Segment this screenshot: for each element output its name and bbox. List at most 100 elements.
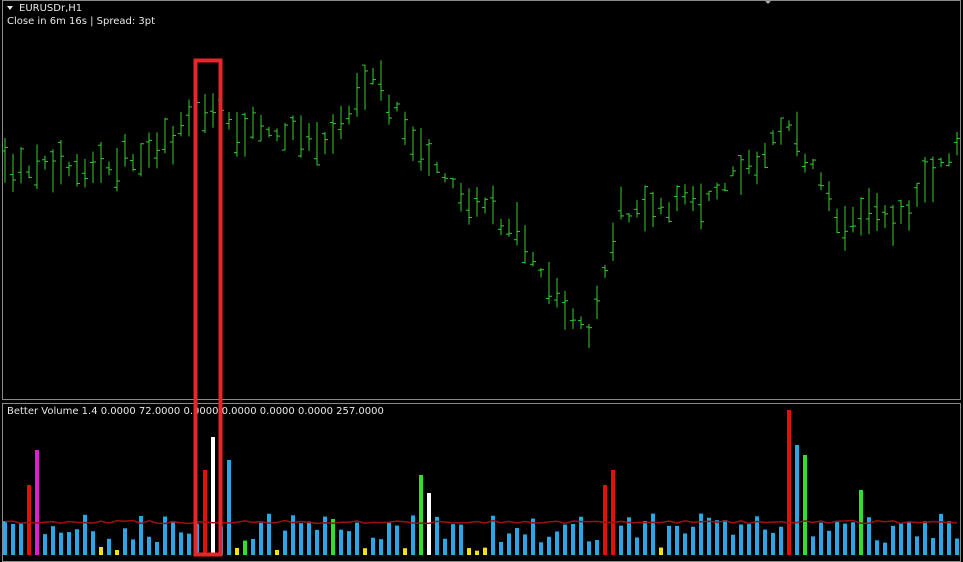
volume-bar	[563, 524, 567, 555]
volume-bar	[875, 540, 879, 555]
volume-bar	[211, 437, 215, 555]
volume-bar	[835, 520, 839, 555]
volume-bar	[691, 526, 695, 555]
volume-bar	[243, 540, 247, 555]
volume-bar	[147, 536, 151, 555]
volume-bar	[675, 525, 679, 555]
volume-bar	[203, 470, 207, 555]
volume-bar	[459, 524, 463, 555]
volume-bar	[403, 548, 407, 555]
volume-bar	[803, 455, 807, 555]
volume-bar	[723, 519, 727, 555]
volume-bar	[947, 521, 951, 555]
volume-bar	[787, 410, 791, 555]
volume-bar	[635, 537, 639, 555]
volume-bar	[467, 548, 471, 555]
volume-bar	[515, 528, 519, 555]
volume-bar	[363, 548, 367, 555]
volume-bar	[499, 542, 503, 555]
volume-bar	[483, 547, 487, 555]
volume-bar	[523, 534, 527, 555]
volume-bar	[531, 518, 535, 555]
volume-bar	[443, 538, 447, 555]
volume-bar	[131, 539, 135, 555]
volume-bar	[339, 529, 343, 555]
volume-bar	[811, 536, 815, 555]
volume-bar	[371, 537, 375, 555]
volume-bar	[331, 519, 335, 555]
volume-bar	[595, 540, 599, 555]
volume-bar	[907, 521, 911, 555]
volume-bar	[259, 522, 263, 555]
volume-bar	[619, 525, 623, 555]
volume-bar	[419, 475, 423, 555]
volume-bar	[27, 485, 31, 555]
volume-bar	[291, 515, 295, 555]
volume-bar	[891, 525, 895, 555]
volume-bar	[107, 538, 111, 555]
volume-bar	[51, 526, 55, 555]
volume-bar	[179, 532, 183, 555]
volume-bar	[555, 531, 559, 555]
volume-bars	[3, 410, 959, 555]
volume-bar	[155, 542, 159, 555]
volume-bar	[507, 533, 511, 555]
volume-bar	[747, 524, 751, 555]
volume-bar	[19, 522, 23, 555]
volume-bar	[347, 531, 351, 555]
volume-bar	[699, 513, 703, 555]
volume-bar	[307, 521, 311, 555]
volume-bar	[779, 526, 783, 555]
volume-bar	[171, 521, 175, 555]
volume-bar	[275, 549, 279, 555]
volume-bar	[763, 529, 767, 555]
volume-bar	[187, 533, 191, 555]
volume-bar	[91, 531, 95, 555]
volume-bar	[355, 522, 359, 555]
volume-bar	[883, 542, 887, 555]
volume-bar	[843, 523, 847, 555]
volume-average	[4, 519, 958, 525]
volume-bar	[451, 524, 455, 555]
volume-bar	[923, 521, 927, 555]
volume-bar	[475, 550, 479, 555]
volume-bar	[659, 547, 663, 555]
volume-bar	[731, 534, 735, 555]
volume-bar	[955, 538, 959, 555]
volume-bar	[715, 520, 719, 555]
highlight-box	[193, 58, 223, 557]
volume-bar	[163, 516, 167, 555]
volume-bar	[867, 517, 871, 555]
volume-bar	[939, 513, 943, 555]
volume-bar	[587, 541, 591, 555]
volume-bar	[547, 536, 551, 555]
volume-bar	[123, 528, 127, 555]
volume-bar	[795, 445, 799, 555]
volume-bar	[827, 530, 831, 555]
volume-bar	[771, 532, 775, 555]
volume-bar	[683, 533, 687, 555]
volume-bar	[627, 517, 631, 555]
volume-bar	[643, 520, 647, 555]
volume-bar	[115, 550, 119, 555]
volume-bar	[83, 514, 87, 555]
volume-bar	[667, 525, 671, 555]
volume-bar	[299, 523, 303, 555]
volume-bar	[387, 521, 391, 555]
volume-bar	[611, 470, 615, 555]
volume-bar	[539, 542, 543, 555]
volume-bar	[227, 460, 231, 555]
volume-bar	[915, 536, 919, 555]
volume-bar	[931, 538, 935, 555]
volume-bar	[411, 515, 415, 555]
volume-bar	[651, 513, 655, 555]
volume-bar	[899, 523, 903, 555]
volume-bar	[67, 532, 71, 555]
volume-bar	[395, 525, 399, 555]
volume-bar	[851, 522, 855, 555]
price-panel	[2, 0, 961, 400]
volume-bar	[739, 524, 743, 555]
dropdown-arrow[interactable]	[7, 6, 13, 10]
